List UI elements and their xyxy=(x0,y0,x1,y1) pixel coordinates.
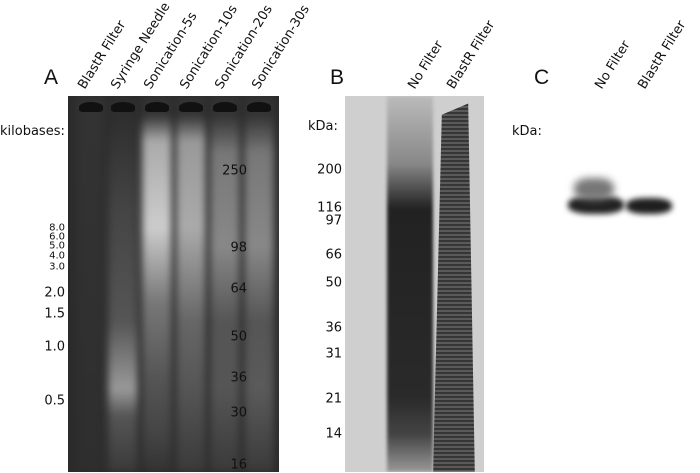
marker-label: 116 xyxy=(317,200,342,216)
panel-c-letter: C xyxy=(534,66,550,89)
lane-label: BlastR Filter xyxy=(444,18,499,92)
marker-label: 250 xyxy=(222,163,247,179)
panel-a-letter: A xyxy=(44,66,59,89)
marker-label: 14 xyxy=(325,426,342,442)
marker-label: 66 xyxy=(325,247,342,263)
marker-label: 30 xyxy=(230,405,247,421)
panel-b-letter: B xyxy=(330,66,345,89)
marker-label: 6.0 xyxy=(49,231,65,243)
marker-label: 36 xyxy=(325,320,342,336)
marker-label: 4.0 xyxy=(49,250,65,262)
kilobases-label: kilobases: xyxy=(0,124,65,139)
marker-label: 21 xyxy=(325,391,342,407)
kda-label-c: kDa: xyxy=(512,124,542,139)
lane-label: BlastR Filter xyxy=(635,18,690,92)
marker-label: 3.0 xyxy=(49,261,65,273)
marker-label: 98 xyxy=(230,240,247,256)
western-blot-image xyxy=(560,120,700,472)
marker-label: 97 xyxy=(325,213,342,229)
marker-label: 16 xyxy=(230,457,247,473)
lane-label: No Filter xyxy=(592,38,634,92)
marker-label: 1.5 xyxy=(44,306,65,322)
marker-label: 50 xyxy=(230,329,247,345)
marker-label: 8.0 xyxy=(49,222,65,234)
kda-label-b: kDa: xyxy=(308,119,338,134)
lane-label: No Filter xyxy=(405,38,447,92)
marker-label: 2.0 xyxy=(44,285,65,301)
protein-gel-image xyxy=(345,96,484,472)
marker-label: 200 xyxy=(317,162,342,178)
marker-label: 50 xyxy=(325,275,342,291)
marker-label: 64 xyxy=(230,281,247,297)
marker-label: 5.0 xyxy=(49,240,65,252)
marker-label: 36 xyxy=(230,370,247,386)
marker-label: 0.5 xyxy=(44,393,65,409)
marker-label: 31 xyxy=(325,346,342,362)
agarose-gel-image xyxy=(68,96,279,472)
marker-label: 1.0 xyxy=(44,339,65,355)
